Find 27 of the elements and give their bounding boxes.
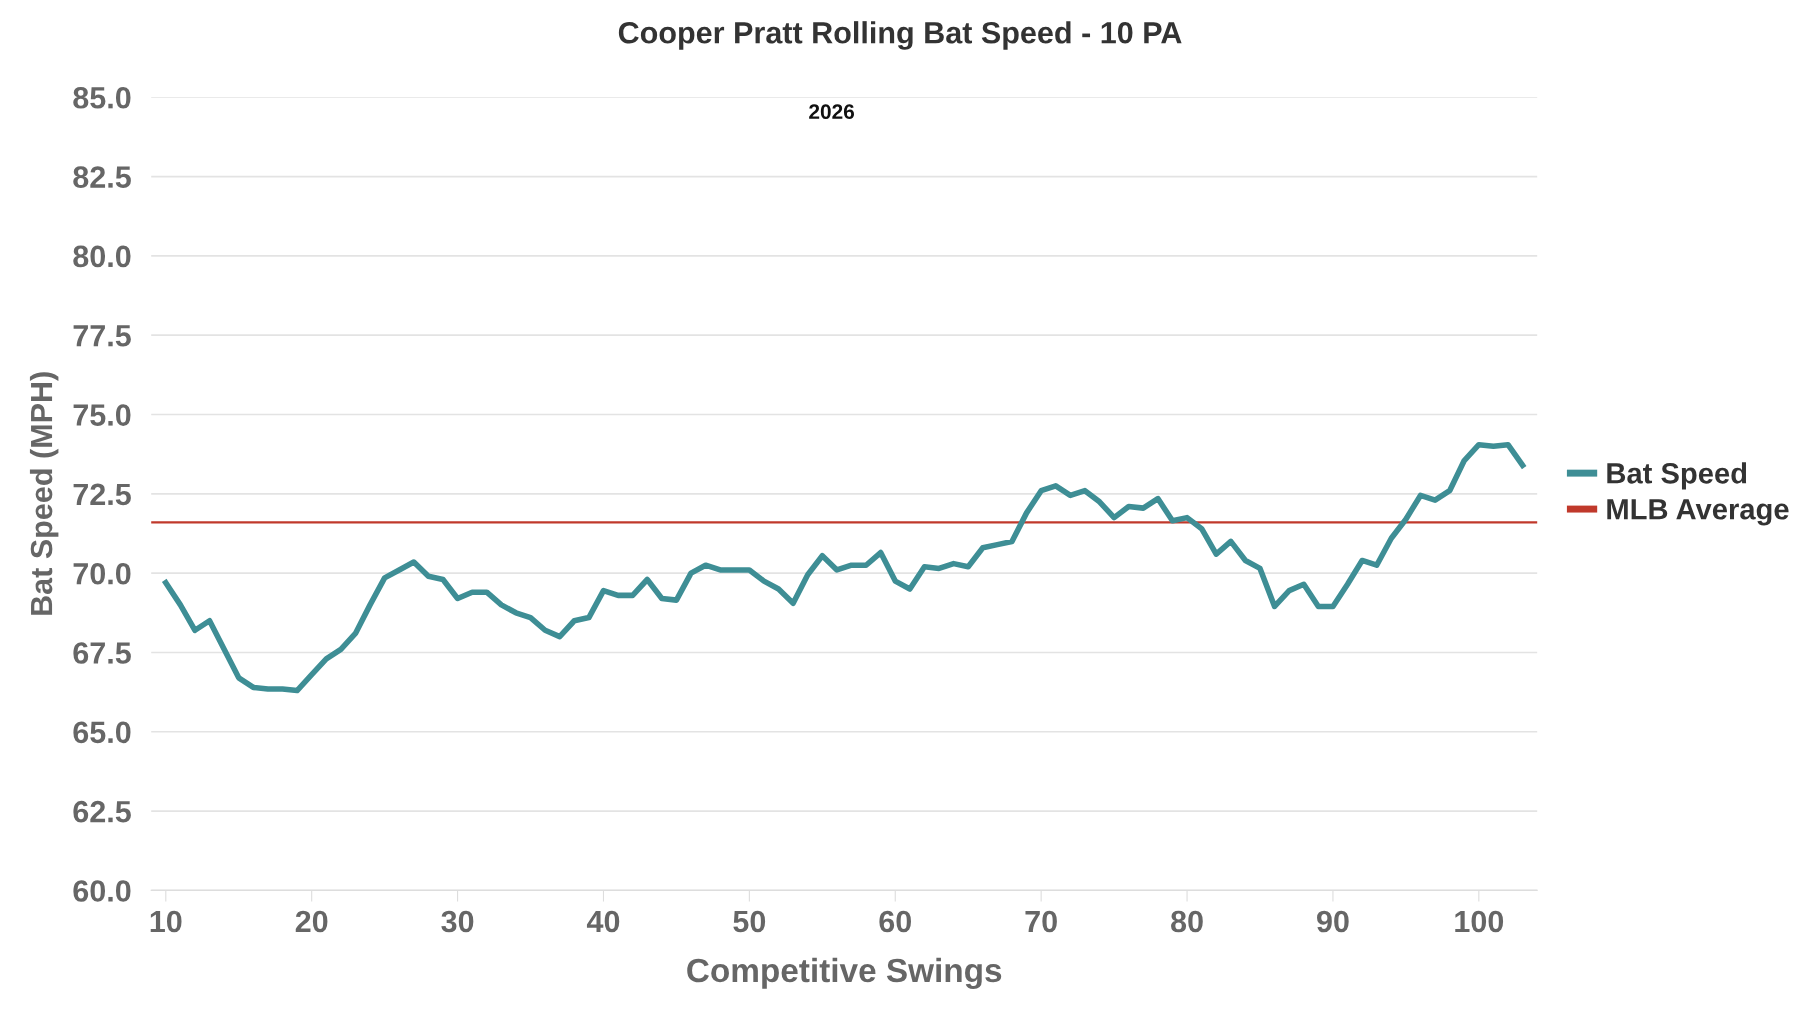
y-tick-label: 80.0 (73, 245, 131, 268)
chart-title: Cooper Pratt Rolling Bat Speed - 10 PA (618, 21, 1182, 50)
y-tick-label: 70.0 (73, 562, 131, 585)
y-axis-title: Bat Speed (MPH) (29, 372, 59, 615)
x-tick-label: 30 (441, 910, 474, 933)
y-tick-label: 77.5 (73, 325, 131, 347)
x-tick-label: 10 (150, 910, 182, 933)
annotation: 2026 (809, 104, 855, 120)
x-tick-label: 50 (733, 910, 766, 933)
x-axis-title: Competitive Swings (687, 957, 1002, 990)
x-tick-label: 80 (1171, 910, 1203, 933)
x-tick-label: 20 (295, 910, 328, 933)
x-tick-label: 70 (1025, 910, 1057, 933)
y-tick-label: 60.0 (73, 880, 131, 902)
y-tick-label: 85.0 (73, 86, 131, 109)
y-tick-label: 62.5 (73, 800, 131, 823)
y-tick-label: 67.5 (73, 642, 131, 664)
ref-line-label: MLB Average (1607, 499, 1789, 526)
y-tick-label: 72.5 (73, 483, 131, 506)
x-tick-label: 90 (1317, 910, 1349, 933)
legend-label: Bat Speed (1607, 462, 1747, 490)
x-tick-label: 40 (586, 910, 620, 933)
y-tick-label: 75.0 (73, 404, 131, 426)
x-tick-label: 60 (879, 910, 912, 933)
y-tick-label: 65.0 (73, 721, 131, 744)
x-tick-label: 100 (1455, 910, 1504, 933)
y-tick-label: 82.5 (73, 166, 131, 188)
